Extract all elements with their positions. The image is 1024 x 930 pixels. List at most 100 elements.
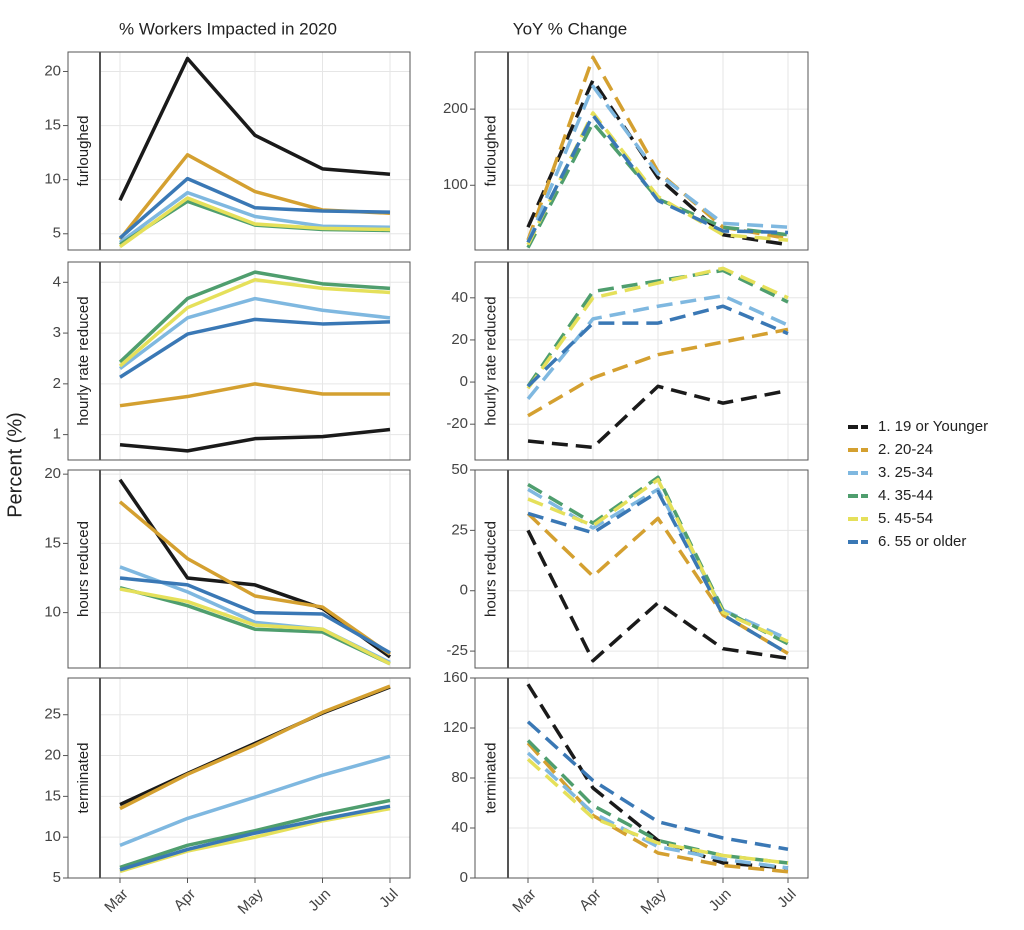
y-tick-label: -20	[446, 415, 468, 432]
strip	[68, 262, 100, 460]
y-tick-label: 3	[53, 324, 61, 341]
panel-border	[474, 469, 809, 669]
y-tick-label: 15	[44, 787, 61, 804]
y-tick-label: 1	[53, 426, 61, 443]
y-tick-label: 4	[53, 273, 61, 290]
x-tick-label: Apr	[171, 886, 200, 915]
x-tick-label: May	[235, 885, 267, 917]
series-line	[118, 278, 391, 368]
series-line	[527, 327, 789, 418]
series-line	[526, 720, 789, 851]
series-line	[119, 576, 391, 655]
y-tick-label: 15	[44, 117, 61, 134]
panel-border	[67, 261, 411, 461]
panel-border	[474, 261, 809, 461]
x-tick-label: Mar	[101, 886, 131, 916]
legend-label: 2. 20-24	[878, 441, 933, 458]
series-line	[527, 384, 789, 450]
y-tick-label: 10	[44, 828, 61, 845]
series-line	[526, 113, 789, 244]
series-line	[118, 270, 391, 364]
strip	[475, 52, 508, 250]
y-tick-label: 160	[443, 669, 468, 686]
series-line	[527, 489, 789, 656]
y-tick-label: 0	[460, 869, 468, 886]
strip-label: hours reduced	[75, 521, 92, 617]
strip-label: hourly rate reduced	[482, 296, 499, 425]
strip-label: hourly rate reduced	[75, 296, 92, 425]
series-line	[526, 757, 789, 865]
x-tick-label: Apr	[576, 886, 605, 915]
series-line	[527, 477, 789, 644]
series-line	[526, 111, 789, 246]
strip	[68, 470, 100, 668]
series-line	[118, 296, 391, 371]
y-tick-label: 20	[44, 465, 61, 482]
y-tick-label: 2	[53, 375, 61, 392]
panel-border	[474, 51, 809, 251]
series-line	[118, 196, 391, 249]
strip-label: furloughed	[482, 116, 499, 187]
y-tick-label: -25	[446, 642, 468, 659]
strip-label: terminated	[75, 743, 92, 814]
series-line	[119, 798, 391, 870]
strip	[475, 678, 508, 878]
y-tick-label: 20	[44, 747, 61, 764]
y-tick-label: 25	[44, 706, 61, 723]
y-tick-label: 50	[451, 461, 468, 478]
legend-label: 3. 25-34	[878, 464, 933, 481]
series-line	[526, 751, 789, 870]
y-tick-label: 20	[451, 331, 468, 348]
x-tick-label: May	[638, 885, 670, 917]
y-tick-label: 5	[53, 225, 61, 242]
series-line	[119, 382, 390, 408]
series-line	[118, 190, 391, 244]
series-line	[119, 804, 391, 872]
legend-label: 4. 35-44	[878, 487, 933, 504]
y-tick-label: 40	[451, 289, 468, 306]
y-axis-label: Percent (%)	[4, 412, 26, 518]
series-line	[119, 427, 391, 453]
series-line	[526, 84, 789, 244]
series-line	[118, 56, 391, 201]
strip-label: furloughed	[75, 116, 92, 187]
series-line	[119, 684, 391, 811]
x-tick-label: Jun	[706, 886, 735, 915]
series-line	[119, 754, 391, 847]
y-tick-label: 80	[451, 769, 468, 786]
series-line	[118, 176, 391, 240]
panel-border	[67, 677, 411, 879]
x-tick-label: Mar	[509, 886, 539, 916]
y-tick-label: 0	[460, 582, 468, 599]
series-line	[119, 587, 391, 666]
column-title: YoY % Change	[513, 19, 627, 38]
series-line	[526, 529, 789, 663]
strip	[475, 470, 508, 668]
y-tick-label: 0	[460, 373, 468, 390]
series-line	[526, 293, 789, 401]
series-line	[526, 512, 789, 656]
y-tick-label: 10	[44, 171, 61, 188]
strip-label: terminated	[482, 743, 499, 814]
y-tick-label: 5	[53, 869, 61, 886]
series-line	[526, 304, 789, 388]
panel-border	[474, 677, 809, 879]
x-tick-label: Jul	[376, 886, 402, 912]
strip	[68, 52, 100, 250]
series-line	[119, 317, 391, 379]
strip	[68, 678, 100, 878]
legend-label: 6. 55 or older	[878, 533, 966, 550]
y-tick-label: 15	[44, 534, 61, 551]
legend-label: 1. 19 or Younger	[878, 418, 988, 435]
series-line	[526, 683, 789, 870]
column-title: % Workers Impacted in 2020	[119, 19, 337, 38]
panel-border	[67, 51, 411, 251]
series-line	[526, 266, 789, 390]
strip-label: hours reduced	[482, 521, 499, 617]
y-tick-label: 40	[451, 819, 468, 836]
y-tick-label: 10	[44, 604, 61, 621]
y-tick-label: 200	[443, 100, 468, 117]
x-tick-label: Jun	[305, 886, 334, 915]
x-tick-label: Jul	[774, 886, 800, 912]
